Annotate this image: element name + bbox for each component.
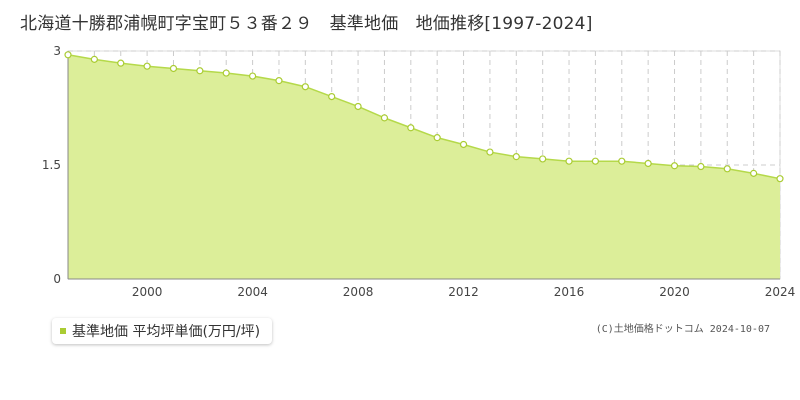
data-point	[512, 153, 520, 161]
series-area-fill	[68, 54, 780, 279]
chart-title: 北海道十勝郡浦幌町字宝町５３番２９ 基準地価 地価推移[1997-2024]	[20, 14, 593, 34]
data-point	[565, 157, 573, 165]
y-tick-label: 1.5	[42, 158, 61, 172]
data-point	[275, 77, 283, 85]
data-point	[143, 62, 151, 70]
data-point	[117, 59, 125, 67]
legend-marker	[60, 328, 66, 334]
data-point	[486, 148, 494, 156]
data-point	[750, 169, 758, 177]
tick-labels: 0 1.5 3 2000 2004 2008 2012 2016 2020 2024	[42, 44, 795, 299]
data-point	[459, 140, 468, 149]
data-point	[328, 92, 336, 101]
data-point	[723, 165, 731, 173]
data-point	[539, 155, 547, 163]
data-point	[644, 159, 652, 168]
data-point	[776, 175, 784, 183]
x-tick-label: 2024	[765, 285, 796, 299]
data-point	[591, 157, 600, 165]
data-point	[248, 72, 257, 80]
y-tick-label: 0	[53, 272, 61, 286]
data-point	[670, 162, 679, 170]
data-point	[222, 69, 230, 77]
x-tick-label: 2004	[237, 285, 268, 299]
axes	[67, 51, 780, 280]
data-point	[196, 67, 204, 75]
data-points	[64, 51, 784, 183]
data-point	[407, 124, 415, 132]
y-tick-label: 3	[53, 44, 61, 58]
data-point	[354, 102, 362, 111]
legend[interactable]: 基準地価 平均坪単価(万円/坪)	[52, 318, 273, 344]
data-point	[380, 114, 389, 122]
series-area	[67, 54, 781, 279]
price-chart: 0 1.5 3 2000 2004 2008 2012 2016 2020 2024	[42, 44, 795, 299]
x-tick-label: 2008	[343, 285, 374, 299]
data-point	[169, 64, 178, 73]
data-point	[301, 83, 309, 91]
data-point	[697, 162, 705, 171]
data-point	[433, 134, 441, 142]
copyright-text: (C)土地価格ドットコム 2024-10-07	[595, 324, 770, 335]
data-point	[64, 51, 72, 59]
x-tick-label: 2016	[554, 285, 585, 299]
data-point	[90, 55, 98, 63]
data-point	[618, 157, 626, 165]
x-tick-label: 2020	[659, 285, 690, 299]
x-tick-label: 2012	[448, 285, 479, 299]
x-tick-label: 2000	[132, 285, 163, 299]
legend-label: 基準地価 平均坪単価(万円/坪)	[72, 324, 261, 340]
series-line	[67, 54, 781, 180]
